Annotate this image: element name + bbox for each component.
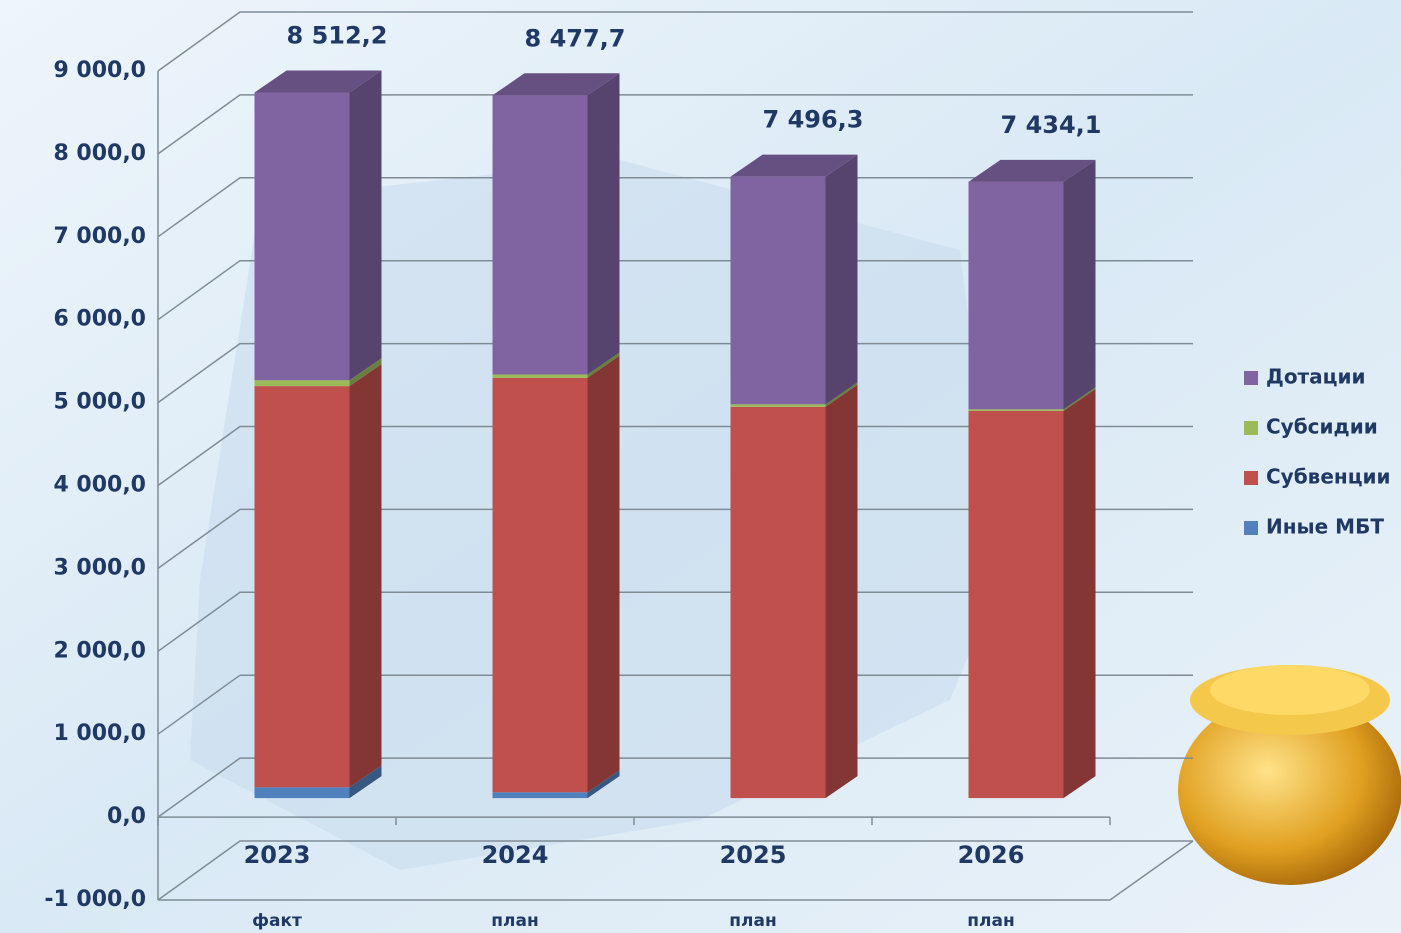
y-tick-label: 7 000,0 <box>53 224 146 249</box>
bar-top <box>254 70 382 93</box>
bar-segment <box>254 364 382 788</box>
grid-line <box>157 674 1193 735</box>
legend-label: Иные МБТ <box>1266 515 1384 539</box>
bar-segment <box>968 159 1096 410</box>
grid-line <box>157 425 1193 487</box>
bar-segment <box>254 358 382 387</box>
bar-top <box>492 73 620 96</box>
legend-label: Субвенции <box>1266 465 1391 489</box>
x-sub-label: план <box>491 911 538 931</box>
bar-front <box>492 377 588 793</box>
bar-side <box>587 355 620 793</box>
total-label: 8 477,7 <box>525 24 626 52</box>
legend-swatch <box>1244 371 1258 385</box>
x-sub-label: план <box>729 911 776 931</box>
y-tick-label: 0,0 <box>107 804 146 829</box>
grid-line <box>157 259 1193 321</box>
grid-line <box>157 11 1193 72</box>
bar-side <box>1063 159 1096 410</box>
bar-side <box>587 73 620 375</box>
bar-front <box>730 176 826 405</box>
bar-front <box>254 92 350 381</box>
bar-side <box>1063 388 1096 799</box>
bar-front <box>968 410 1064 799</box>
grid-line <box>157 94 1193 155</box>
x-tick-label: 2024 <box>482 841 549 869</box>
bar-segment <box>730 384 858 799</box>
x-tick-label: 2026 <box>958 841 1025 869</box>
legend-label: Субсидии <box>1266 415 1378 439</box>
bar-segment <box>254 765 382 799</box>
bar-side <box>349 70 382 381</box>
bar-side <box>349 358 382 387</box>
legend-label: Дотации <box>1266 365 1366 389</box>
total-label: 7 434,1 <box>1001 111 1102 139</box>
bar-top <box>730 154 858 177</box>
y-tick-label: 9 000,0 <box>53 58 146 83</box>
y-tick-label: 8 000,0 <box>53 141 146 166</box>
bar-segment <box>492 355 620 793</box>
bar-segment <box>968 387 1096 411</box>
y-tick-label: 6 000,0 <box>53 307 146 332</box>
bar-side <box>587 770 620 799</box>
y-tick-label: 1 000,0 <box>53 721 146 746</box>
y-tick-label: 4 000,0 <box>53 473 146 498</box>
x-sub-label: факт <box>252 911 302 931</box>
bar-segment <box>254 70 382 381</box>
y-tick-label: 2 000,0 <box>53 638 146 663</box>
grid-line <box>157 840 1193 901</box>
bar-front <box>254 386 350 788</box>
bar-segment <box>492 352 620 378</box>
bar-front <box>492 95 588 375</box>
bar-segment <box>492 73 620 375</box>
bar-front <box>492 792 588 799</box>
bar-front <box>254 380 350 387</box>
total-label: 7 496,3 <box>763 106 864 134</box>
bar-side <box>349 765 382 799</box>
grid-line <box>157 508 1193 570</box>
grid-line <box>157 591 1193 652</box>
bar-front <box>492 374 588 378</box>
total-label: 8 512,2 <box>287 21 388 49</box>
legend-swatch <box>1244 471 1258 485</box>
grid-line <box>157 177 1193 238</box>
y-tick-label: 3 000,0 <box>53 555 146 580</box>
y-tick-label: -1 000,0 <box>44 887 146 912</box>
grid-line <box>157 757 1193 818</box>
legend-swatch <box>1244 521 1258 535</box>
bar-side <box>825 154 858 405</box>
x-sub-label: план <box>967 911 1014 931</box>
bar-segment <box>968 388 1096 799</box>
bar-segment <box>492 770 620 799</box>
bar-front <box>968 409 1064 411</box>
gold-pot <box>1178 665 1401 885</box>
bar-front <box>254 787 350 799</box>
bar-front <box>968 181 1064 410</box>
x-tick-label: 2025 <box>720 841 787 869</box>
legend-swatch <box>1244 421 1258 435</box>
bar-top <box>968 159 1096 182</box>
bar-side <box>587 352 620 378</box>
bar-segment <box>730 154 858 405</box>
bar-front <box>730 404 826 407</box>
grid-line <box>157 342 1193 404</box>
bar-side <box>825 382 858 407</box>
plot: -1 000,0 0,0 1 000,0 2 000,0 3 000,0 4 000,0 5… <box>44 11 1391 931</box>
x-tick-label: 2023 <box>244 841 311 869</box>
y-tick-label: 5 000,0 <box>53 390 146 415</box>
bar-side <box>825 384 858 799</box>
bar-front <box>730 406 826 799</box>
bar-segment <box>730 382 858 407</box>
bar-side <box>1063 387 1096 411</box>
bar-side <box>349 364 382 788</box>
